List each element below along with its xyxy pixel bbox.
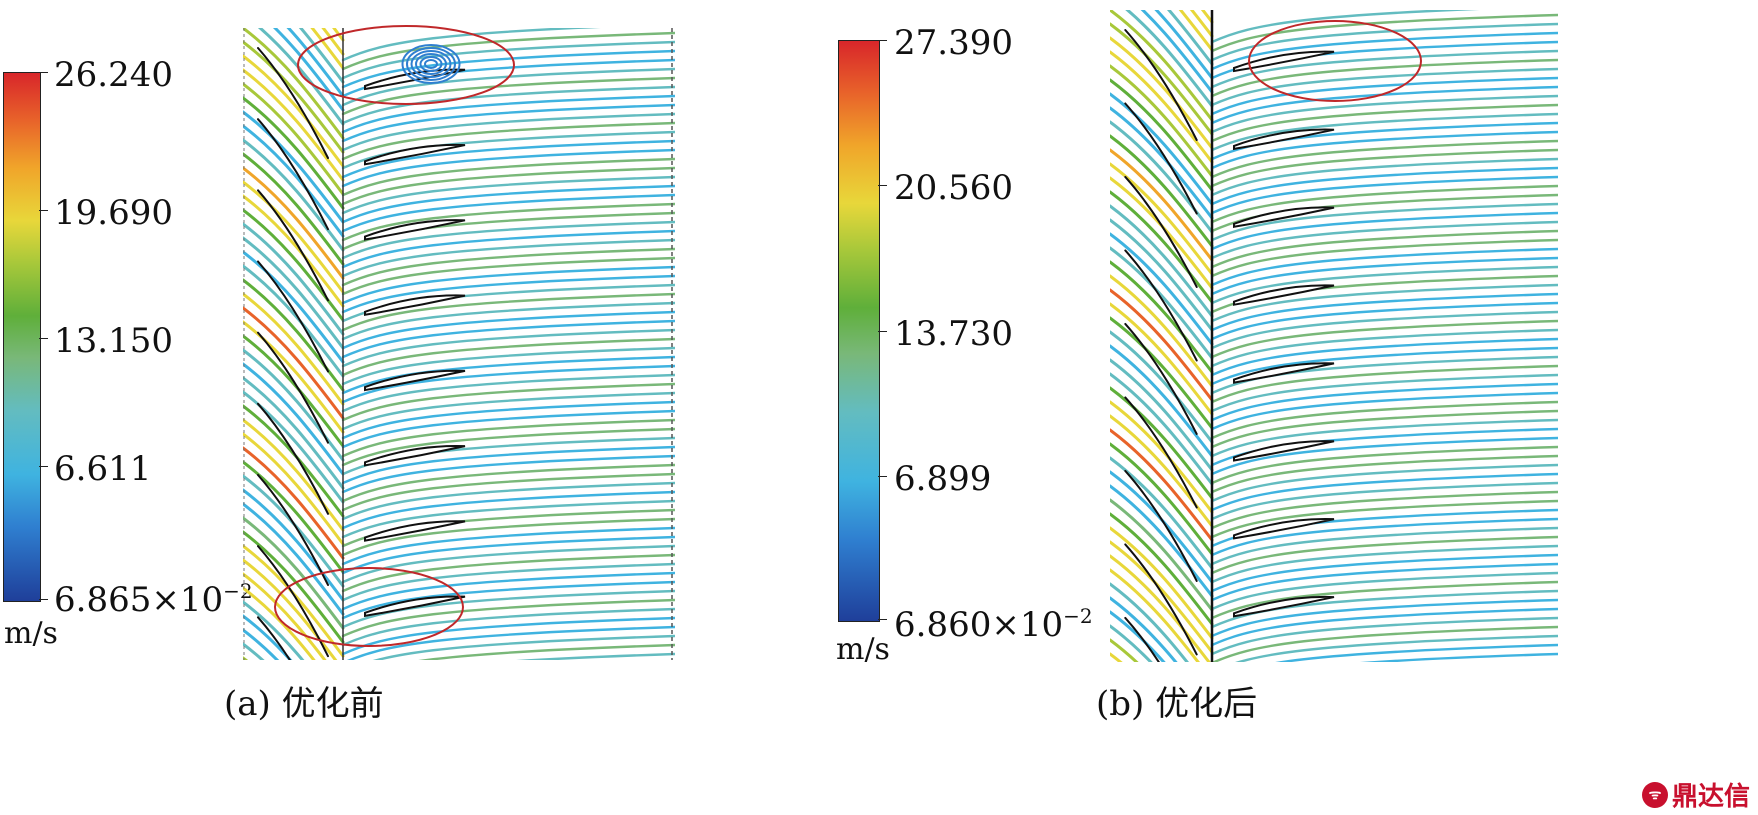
- colorbar-b-tick-2: 20.560: [894, 168, 1013, 208]
- colorbar-a-exponent: −2: [223, 579, 253, 603]
- colorbar-b-tick-4: 6.899: [894, 459, 992, 499]
- watermark-text: 鼎达信: [1671, 782, 1750, 812]
- vortex-highlight-top-b: [1248, 20, 1422, 102]
- streamline-plot-a: [243, 28, 675, 660]
- vortex-highlight-top-a: [297, 25, 515, 105]
- colorbar-a: [3, 72, 41, 602]
- caption-a: (a) 优化前: [224, 684, 384, 724]
- watermark-logo: ᯤ 鼎达信: [1641, 776, 1750, 813]
- watermark-icon: ᯤ: [1641, 781, 1668, 808]
- colorbar-a-tick-4: 6.611: [54, 449, 152, 489]
- colorbar-b-tick-max: 27.390: [894, 23, 1013, 63]
- caption-b: (b) 优化后: [1096, 684, 1258, 724]
- colorbar-a-tick-2: 19.690: [54, 193, 173, 233]
- panel-after-optimization: 27.390 20.560 13.730 6.899 6.860×10−2 m/…: [836, 0, 1758, 815]
- colorbar-b-tick-min: 6.860×10−2: [894, 604, 1093, 645]
- streamline-plot-b: [1110, 10, 1558, 662]
- panel-before-optimization: 26.240 19.690 13.150 6.611 6.865×10−2 m/…: [0, 0, 780, 815]
- colorbar-a-unit: m/s: [4, 616, 58, 651]
- vortex-highlight-bottom-a: [274, 567, 464, 647]
- colorbar-a-tick-max: 26.240: [54, 55, 173, 95]
- colorbar-a-tick-3: 13.150: [54, 321, 173, 361]
- colorbar-b: [838, 40, 880, 622]
- colorbar-b-tick-3: 13.730: [894, 314, 1013, 354]
- colorbar-a-tick-min: 6.865×10−2: [54, 579, 253, 620]
- colorbar-b-unit: m/s: [836, 632, 890, 667]
- colorbar-b-exponent: −2: [1063, 604, 1093, 628]
